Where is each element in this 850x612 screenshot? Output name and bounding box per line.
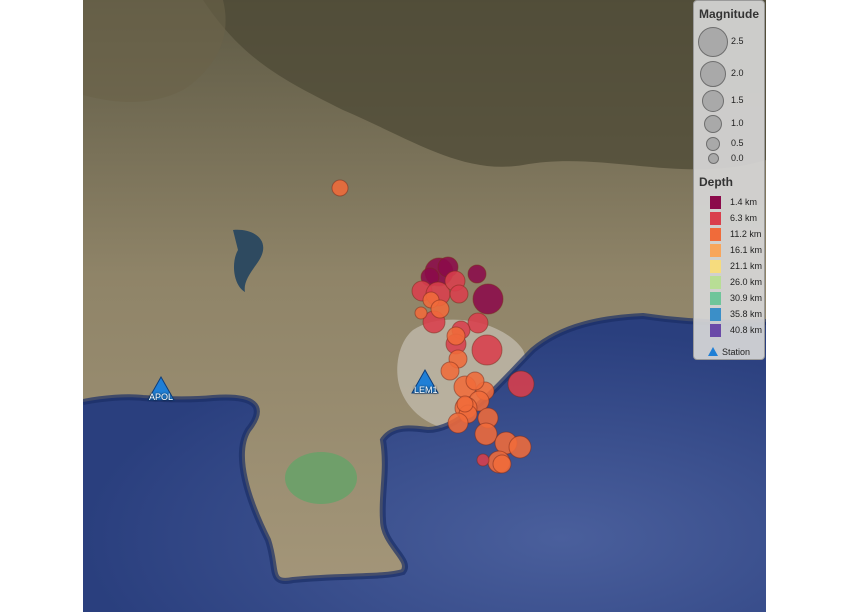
- magnitude-legend-label: 0.0: [731, 152, 744, 163]
- magnitude-legend-item: 2.5: [694, 27, 766, 57]
- depth-color-swatch: [710, 276, 721, 289]
- depth-color-swatch: [710, 196, 721, 209]
- sea-area: [83, 316, 766, 612]
- depth-legend-title: Depth: [699, 175, 733, 189]
- depth-legend-item: 40.8 km: [694, 322, 766, 338]
- earthquake-event-marker[interactable]: [331, 179, 349, 197]
- depth-legend-label: 16.1 km: [730, 245, 763, 255]
- magnitude-circle-icon: [706, 137, 720, 151]
- depth-legend-item: 21.1 km: [694, 258, 766, 274]
- map-canvas: [83, 0, 766, 612]
- depth-legend-label: 40.8 km: [730, 325, 763, 335]
- depth-legend-label: 35.8 km: [730, 309, 763, 319]
- depth-color-swatch: [710, 292, 721, 305]
- salt-lake: [285, 452, 357, 504]
- magnitude-legend-item: 0.5: [694, 137, 766, 151]
- earthquake-events: [331, 179, 535, 474]
- magnitude-legend-item: 1.5: [694, 90, 766, 112]
- depth-legend-item: 30.9 km: [694, 290, 766, 306]
- earthquake-event-marker[interactable]: [492, 454, 512, 474]
- earthquake-event-marker[interactable]: [449, 284, 469, 304]
- magnitude-circle-icon: [698, 27, 728, 57]
- mountain-region: [203, 0, 766, 170]
- depth-legend-item: 16.1 km: [694, 242, 766, 258]
- earthquake-event-marker[interactable]: [430, 299, 450, 319]
- depth-legend-label: 1.4 km: [730, 197, 758, 207]
- magnitude-legend-label: 2.5: [731, 36, 744, 46]
- magnitude-legend-item: 1.0: [694, 115, 766, 133]
- depth-color-swatch: [710, 308, 721, 321]
- magnitude-legend-label: 2.0: [731, 68, 744, 78]
- magnitude-legend-label: 1.5: [731, 95, 744, 105]
- earthquake-event-marker[interactable]: [447, 412, 469, 434]
- earthquake-event-marker[interactable]: [456, 395, 474, 413]
- earthquake-event-marker[interactable]: [414, 306, 428, 320]
- magnitude-circle-icon: [700, 61, 726, 87]
- depth-color-swatch: [710, 244, 721, 257]
- earthquake-event-marker[interactable]: [476, 453, 490, 467]
- earthquake-event-marker[interactable]: [446, 326, 466, 346]
- depth-legend-item: 11.2 km: [694, 226, 766, 242]
- reservoir: [233, 229, 264, 292]
- depth-legend-label: 30.9 km: [730, 293, 763, 303]
- earthquake-event-marker[interactable]: [467, 312, 489, 334]
- station-marker-lem1[interactable]: [411, 368, 439, 394]
- station-triangle-icon: [708, 347, 718, 356]
- station-legend-item: Station: [708, 347, 750, 357]
- magnitude-legend-item: 2.0: [694, 61, 766, 87]
- earthquake-event-marker[interactable]: [467, 264, 487, 284]
- depth-legend-label: 11.2 km: [730, 229, 762, 239]
- hill-region: [83, 0, 226, 102]
- coastline: [83, 312, 766, 584]
- magnitude-circle-icon: [702, 90, 724, 112]
- depth-legend-item: 35.8 km: [694, 306, 766, 322]
- depth-legend-item: 1.4 km: [694, 194, 766, 210]
- magnitude-legend-label: 0.5: [731, 138, 744, 148]
- station-label-lem1: LEM1: [414, 385, 438, 395]
- satellite-map[interactable]: APOL LEM1: [83, 0, 766, 612]
- earthquake-event-marker[interactable]: [440, 361, 460, 381]
- station-legend-label: Station: [722, 347, 751, 357]
- depth-legend-item: 6.3 km: [694, 210, 766, 226]
- station-markers: [147, 368, 439, 401]
- depth-color-swatch: [710, 260, 721, 273]
- magnitude-legend-item: 0.0: [694, 153, 766, 165]
- depth-legend-label: 6.3 km: [730, 213, 758, 223]
- depth-color-swatch: [710, 324, 721, 337]
- earthquake-event-marker[interactable]: [471, 334, 503, 366]
- magnitude-legend-title: Magnitude: [699, 7, 759, 21]
- depth-legend-item: 26.0 km: [694, 274, 766, 290]
- map-legend: Magnitude 2.5 2.0 1.5 1.0 0.5 0.0 Depth 1.4 k…: [693, 0, 765, 360]
- depth-color-swatch: [710, 212, 721, 225]
- station-label-apol: APOL: [149, 392, 174, 402]
- station-marker-apol[interactable]: [147, 375, 175, 401]
- depth-color-swatch: [710, 228, 721, 241]
- magnitude-circle-icon: [704, 115, 722, 133]
- depth-legend-label: 26.0 km: [730, 277, 763, 287]
- magnitude-circle-icon: [707, 153, 719, 164]
- earthquake-event-marker[interactable]: [465, 371, 485, 391]
- magnitude-legend-label: 1.0: [731, 118, 744, 128]
- earthquake-event-marker[interactable]: [508, 435, 532, 459]
- earthquake-event-marker[interactable]: [474, 422, 498, 446]
- depth-legend-label: 21.1 km: [730, 261, 763, 271]
- earthquake-event-marker[interactable]: [507, 370, 535, 398]
- earthquake-event-marker[interactable]: [472, 283, 504, 315]
